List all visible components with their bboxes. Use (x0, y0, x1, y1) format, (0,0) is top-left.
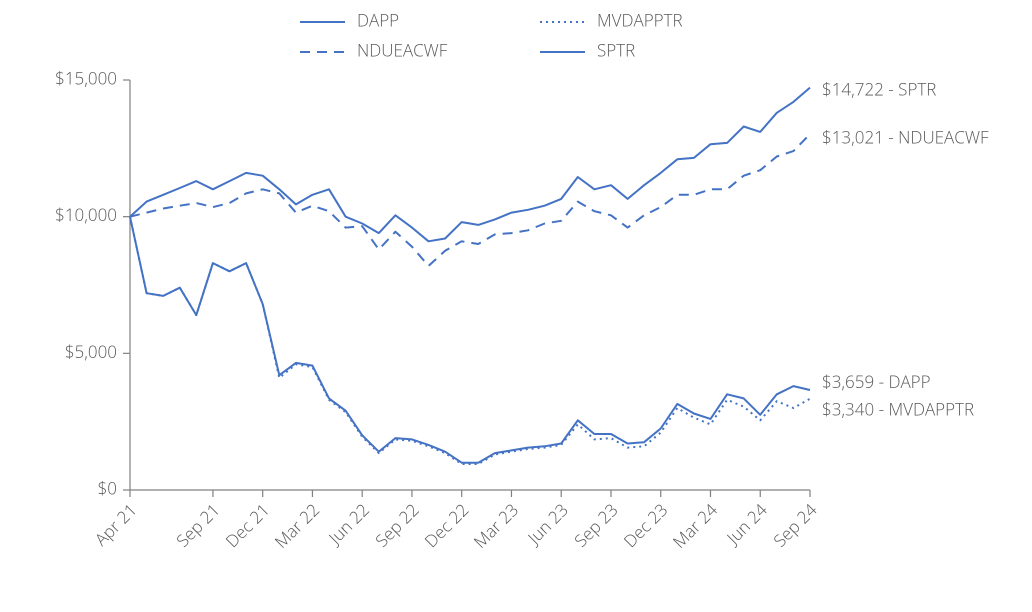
x-axis-label: Sep 21 (171, 498, 224, 551)
series-dapp (130, 217, 810, 463)
x-axis-label: Mar 23 (468, 498, 523, 553)
x-axis-label: Mar 22 (269, 498, 324, 553)
x-axis-label: Mar 24 (667, 498, 722, 553)
legend-label: NDUEACWF (357, 39, 448, 62)
series-end-label: $14,722 - SPTR (822, 77, 936, 100)
series-end-label: $3,659 - DAPP (822, 370, 931, 393)
x-axis-label: Dec 22 (419, 498, 473, 552)
x-axis-label: Apr 21 (89, 498, 141, 550)
series-mvdapptr (130, 217, 810, 464)
x-axis-label: Sep 22 (370, 498, 423, 551)
y-axis-label: $5,000 (65, 340, 117, 363)
series-end-label: $3,340 - MVDAPPTR (822, 397, 974, 420)
legend-label: MVDAPPTR (597, 9, 683, 32)
series-sptr (130, 88, 810, 242)
y-axis-label: $0 (98, 477, 117, 500)
legend-label: DAPP (357, 9, 399, 32)
x-axis-label: Jun 23 (521, 498, 573, 550)
x-axis-label: Dec 23 (618, 498, 672, 552)
series-ndueacwf (130, 134, 810, 266)
series-end-label: $13,021 - NDUEACWF (822, 125, 989, 148)
legend-label: SPTR (597, 39, 635, 62)
x-axis-label: Jun 22 (322, 498, 374, 550)
growth-chart: $0 $5,000 $10,000 $15,000 Apr 21 Sep 21Dec 21… (0, 0, 1032, 612)
x-axis-label: Jun 24 (720, 498, 772, 550)
y-axis-label: $15,000 (55, 67, 117, 90)
x-axis-label: Dec 21 (220, 498, 274, 552)
x-axis-label: Sep 24 (768, 498, 822, 552)
y-axis-label: $10,000 (55, 203, 117, 226)
x-axis-label: Sep 23 (569, 498, 622, 551)
